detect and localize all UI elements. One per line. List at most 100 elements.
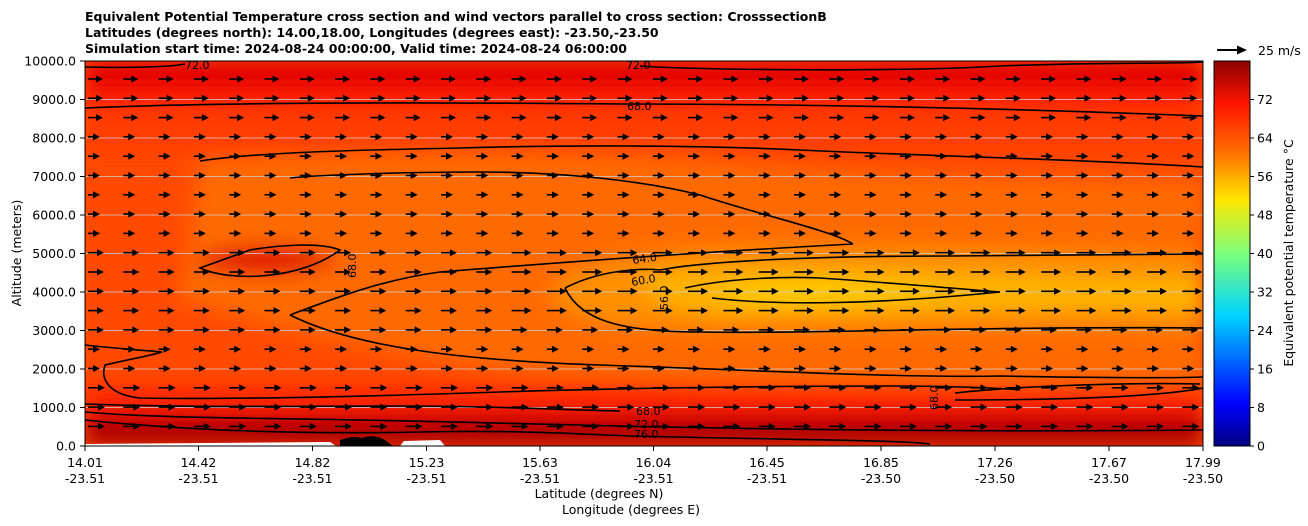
wind-arrow-head xyxy=(877,268,885,276)
colorbar-tick-label: 8 xyxy=(1257,400,1265,415)
wind-arrow-head xyxy=(1014,326,1022,334)
wind-arrow-head xyxy=(940,152,948,160)
wind-arrow-head xyxy=(807,307,814,315)
wind-arrow-head xyxy=(587,229,595,237)
wind-arrow-head xyxy=(345,403,353,411)
wind-arrow-head xyxy=(587,133,595,141)
wind-arrow-head xyxy=(1116,345,1124,353)
colorbar-tick-label: 72 xyxy=(1257,92,1273,107)
wind-arrow-head xyxy=(1010,152,1018,160)
wind-arrow-head xyxy=(1192,403,1200,411)
wind-arrow-head xyxy=(657,172,665,179)
wind-arrow-head xyxy=(1155,114,1162,122)
wind-arrow-head xyxy=(516,191,524,199)
wind-arrow-head xyxy=(622,152,630,160)
wind-arrow-head xyxy=(1018,249,1026,257)
wind-arrow-head xyxy=(1124,307,1132,315)
wind-arrow-head xyxy=(234,345,242,353)
wind-arrow-head xyxy=(945,422,953,430)
y-axis: 0.0 1000.0 2000.0 3000.0 4000.0 5000.0 6000.0 7… xyxy=(24,54,85,454)
wind-arrow-head xyxy=(449,94,456,102)
x-tick-label-lat: 16.04 xyxy=(636,455,672,470)
wind-arrow-head xyxy=(1119,94,1127,102)
colorbar-label: Equivalent potential temperature °C xyxy=(1281,139,1296,367)
wind-arrow-head xyxy=(1081,152,1089,160)
x-tick-label-lat: 17.26 xyxy=(977,455,1013,470)
wind-arrow-head xyxy=(375,152,383,160)
wind-arrow-head xyxy=(97,287,104,295)
wind-arrow-head xyxy=(768,422,776,430)
wind-arrow-head xyxy=(93,345,100,353)
wind-arrow-head xyxy=(201,114,209,122)
wind-arrow-head xyxy=(591,326,599,334)
terrain-missing xyxy=(85,440,445,446)
y-tick-label: 10000.0 xyxy=(24,54,76,69)
wind-arrow-head xyxy=(379,287,387,295)
wind-arrow-head xyxy=(269,191,277,199)
wind-arrow-head xyxy=(763,133,771,141)
wind-arrow-head xyxy=(799,172,806,179)
wind-arrow-head xyxy=(869,133,877,141)
wind-arrow-head xyxy=(481,345,489,353)
wind-arrow-head xyxy=(379,268,387,276)
wind-arrow-head xyxy=(551,172,559,179)
wind-arrow-head xyxy=(559,268,567,276)
wind-arrow-head xyxy=(975,133,983,141)
wind-arrow-head xyxy=(304,229,312,237)
wind-arrow-head xyxy=(630,287,638,295)
wind-arrow-head xyxy=(238,307,246,315)
wind-arrow-head xyxy=(1086,403,1094,411)
wind-arrow-head xyxy=(446,345,453,353)
wind-arrow-head xyxy=(1046,191,1054,199)
wind-arrow-head xyxy=(1046,365,1054,372)
wind-arrow-head xyxy=(1156,326,1163,334)
wind-arrow-head xyxy=(201,94,209,102)
wind-arrow-head xyxy=(698,403,706,411)
x-tick-label-lon: -23.51 xyxy=(178,471,218,486)
wind-arrow-head xyxy=(238,249,246,257)
wind-arrow-head xyxy=(1152,345,1159,353)
wind-arrow-head xyxy=(198,152,206,160)
wind-arrow-head xyxy=(877,249,885,257)
wind-arrow-head xyxy=(238,287,246,295)
wind-arrow-head xyxy=(239,384,247,392)
wind-arrow-head xyxy=(834,133,842,141)
wind-arrow-head xyxy=(1195,249,1203,257)
wind-arrow-head xyxy=(198,345,206,353)
wind-arrow-head xyxy=(731,94,739,102)
wind-arrow-head xyxy=(202,307,210,315)
wind-arrow-head xyxy=(945,403,953,411)
wind-arrow-head xyxy=(728,345,736,353)
wind-arrow-head xyxy=(1010,210,1018,218)
wind-arrow-head xyxy=(1018,287,1026,295)
contour-line xyxy=(639,61,1203,71)
wind-arrow-head xyxy=(873,326,881,334)
wind-arrow-head xyxy=(410,152,418,160)
wind-arrow-head xyxy=(516,345,524,353)
contour-line xyxy=(684,276,1001,293)
chart-title-line-1: Equivalent Potential Temperature cross s… xyxy=(85,9,827,24)
contour-line xyxy=(85,344,1021,400)
wind-arrow-head xyxy=(273,287,281,295)
wind-arrow-head xyxy=(414,268,422,276)
colorbar-ticks: 0 8 16 24 32 40 48 56 64 72 xyxy=(1250,92,1273,454)
wind-arrow-head xyxy=(485,326,493,334)
x-tick-label-lon: -23.50 xyxy=(1089,471,1129,486)
colorbar: 0 8 16 24 32 40 48 56 64 72 Equivalent potential … xyxy=(1213,60,1296,454)
wind-arrow-head xyxy=(304,210,312,218)
wind-arrow-head xyxy=(1124,249,1132,257)
wind-arrow-head xyxy=(804,403,811,411)
wind-arrow-head xyxy=(307,75,315,83)
wind-arrow-head xyxy=(97,326,104,334)
x-tick-label-lat: 14.82 xyxy=(295,455,331,470)
wind-arrow-head xyxy=(1119,114,1127,122)
wind-arrow-head xyxy=(344,307,352,315)
wind-arrow-head xyxy=(198,210,206,218)
wind-arrow-head xyxy=(869,191,877,199)
wind-arrow-head xyxy=(834,191,842,199)
wind-arrow-head xyxy=(657,191,665,199)
wind-arrow-head xyxy=(799,210,806,218)
wind-arrow-head xyxy=(378,114,386,122)
wind-arrow-head xyxy=(167,287,175,295)
wind-arrow-head xyxy=(736,268,744,276)
